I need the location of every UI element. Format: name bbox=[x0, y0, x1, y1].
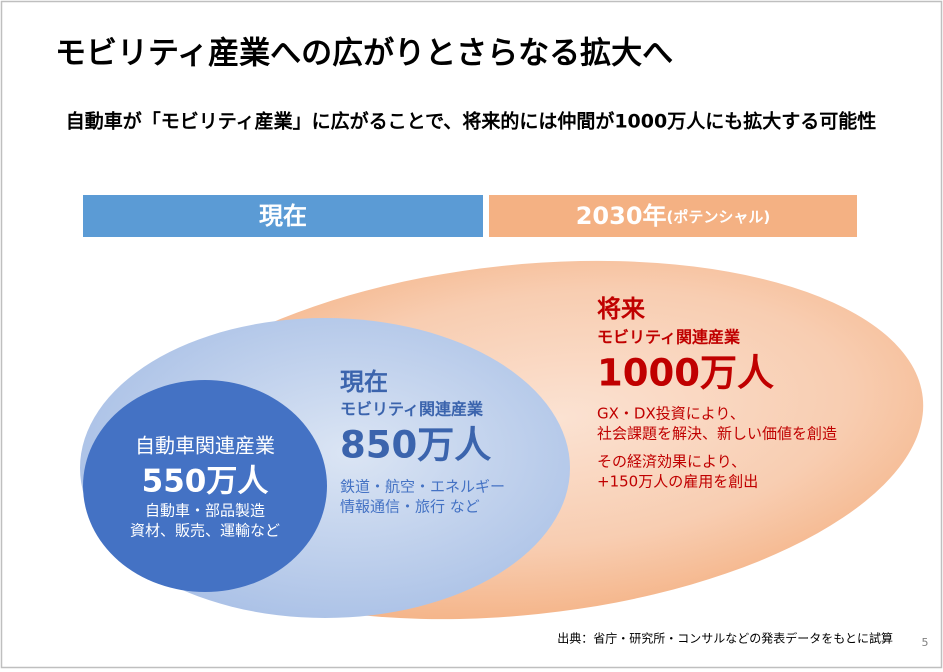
outer-value: 1000万人 bbox=[597, 352, 774, 395]
outer-text: 将来 モビリティ関連産業 1000万人 GX・DX投資により、 社会課題を解決、… bbox=[597, 295, 837, 491]
header-future: 2030年(ポテンシャル) bbox=[576, 202, 771, 230]
inner-text: 自動車関連産業 550万人 自動車・部品製造 資材、販売、運輸など bbox=[130, 434, 280, 540]
header-current-bar bbox=[83, 195, 483, 237]
inner-value: 550万人 bbox=[142, 464, 269, 500]
middle-value: 850万人 bbox=[340, 424, 491, 467]
inner-note: 自動車・部品製造 bbox=[145, 502, 265, 520]
outer-note: 社会課題を解決、新しい価値を創造 bbox=[597, 425, 837, 443]
outer-note: GX・DX投資により、 bbox=[597, 405, 745, 423]
middle-text: 現在 モビリティ関連産業 850万人 鉄道・航空・エネルギー 情報通信・旅行 な… bbox=[340, 368, 505, 516]
outer-note: +150万人の雇用を創出 bbox=[597, 473, 758, 491]
middle-label: 現在 bbox=[340, 368, 388, 396]
title: モビリティ産業への広がりとさらなる拡大へ bbox=[55, 36, 673, 72]
header-future-bar bbox=[489, 195, 857, 237]
outer-note: その経済効果により、 bbox=[597, 453, 746, 471]
outer-title: モビリティ関連産業 bbox=[597, 328, 741, 347]
header-future-year: 2030年 bbox=[576, 202, 667, 230]
inner-title: 自動車関連産業 bbox=[135, 434, 275, 458]
middle-note: 情報通信・旅行 など bbox=[340, 498, 480, 516]
inner-ellipse bbox=[83, 380, 327, 592]
header-future-note: (ポテンシャル) bbox=[667, 208, 771, 226]
middle-note: 鉄道・航空・エネルギー bbox=[340, 478, 505, 496]
header-current: 現在 bbox=[259, 202, 307, 230]
page-number: 5 bbox=[922, 636, 929, 649]
inner-note: 資材、販売、運輸など bbox=[130, 522, 280, 540]
source: 出典：省庁・研究所・コンサルなどの発表データをもとに試算 bbox=[557, 631, 893, 646]
middle-title: モビリティ関連産業 bbox=[340, 400, 484, 419]
outer-label: 将来 bbox=[597, 295, 646, 323]
subtitle: 自動車が「モビリティ産業」に広がることで、将来的には仲間が1000万人にも拡大す… bbox=[66, 110, 876, 133]
